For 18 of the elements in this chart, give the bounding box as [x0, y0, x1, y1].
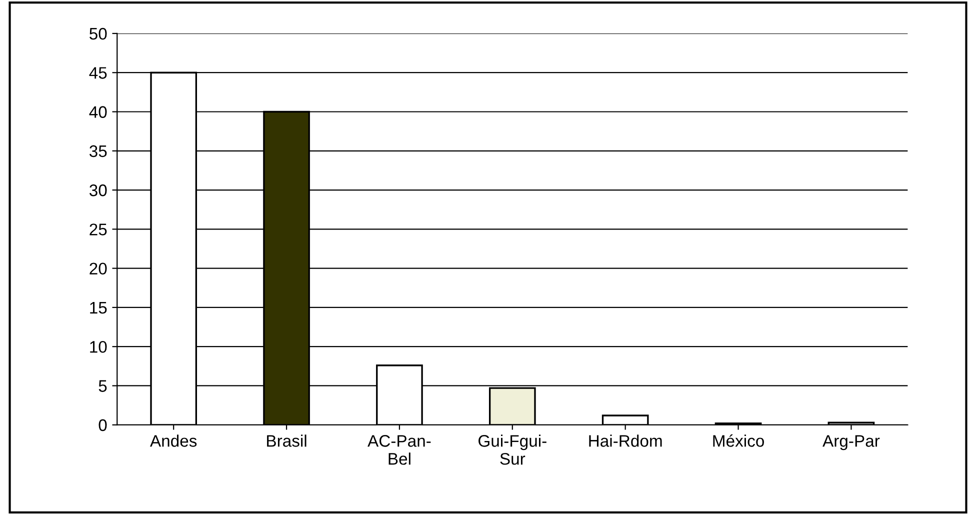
- x-tick-label: Andes: [150, 434, 197, 447]
- y-tick-label: 0: [98, 419, 107, 432]
- y-tick-label: 5: [98, 380, 107, 392]
- x-tick-label: Hai-Rdom: [589, 434, 662, 447]
- x-tick-label: AC-Pan-Bel: [368, 435, 431, 465]
- y-tick-label: 35: [89, 145, 107, 158]
- y-tick-label: 40: [89, 106, 107, 118]
- y-tick-label: 50: [90, 28, 107, 40]
- y-tick-label: 30: [89, 184, 107, 196]
- y-tick-label: 20: [90, 262, 107, 275]
- y-tick-label: 15: [90, 302, 107, 314]
- x-tick-label: Brasil: [267, 434, 306, 447]
- x-tick-label: Gui-Fgui-Sur: [478, 434, 546, 465]
- y-tick-label: 45: [89, 67, 107, 79]
- x-tick-label: México: [713, 434, 764, 447]
- y-tick-label: 10: [90, 340, 107, 353]
- y-tick-label: 25: [90, 224, 107, 236]
- x-tick-label: Arg-Par: [822, 435, 880, 450]
